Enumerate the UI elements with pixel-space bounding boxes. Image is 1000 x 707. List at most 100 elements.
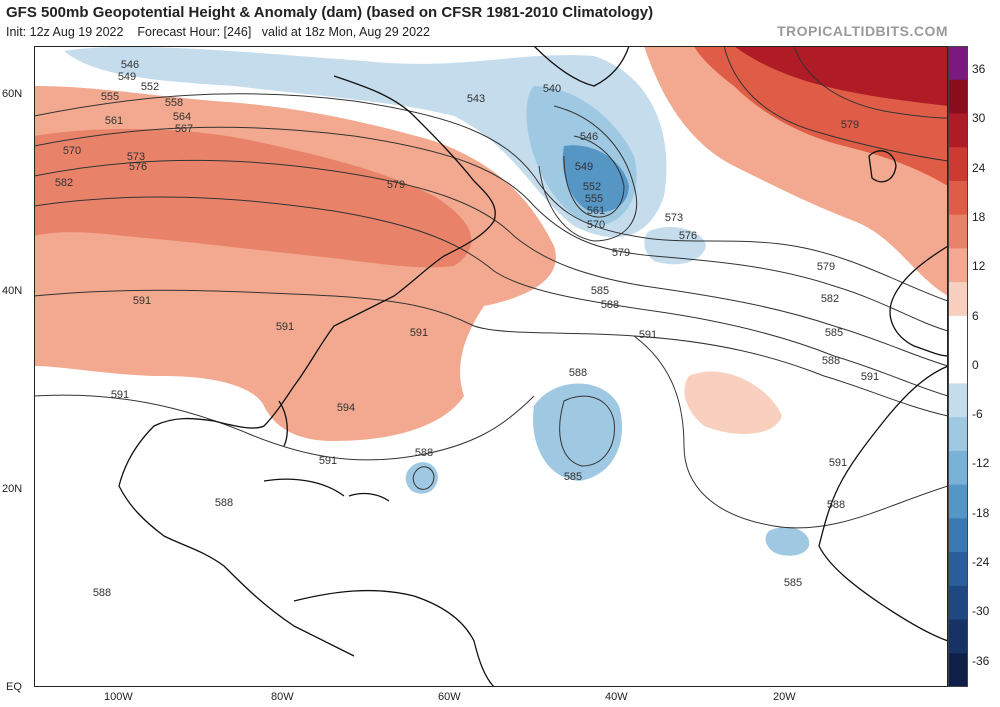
land-outlines (118, 46, 948, 687)
positive-anomaly-mid-atlantic (684, 371, 782, 435)
colorbar-swatch (948, 180, 968, 216)
svg-text:588: 588 (822, 355, 840, 367)
florida (278, 400, 288, 447)
colorbar-swatch (948, 147, 968, 182)
contour-label: 552 (141, 81, 159, 93)
negative-anomaly-small-3 (765, 526, 810, 556)
colorbar-tick-label: -12 (972, 456, 990, 471)
svg-text:579: 579 (612, 247, 630, 259)
chart-subtitle: Init: 12z Aug 19 2022 Forecast Hour: [24… (6, 25, 430, 39)
colorbar-swatch (948, 282, 968, 317)
contour-label: 558 (165, 97, 183, 109)
cuba (263, 478, 345, 497)
contour-value-labels: 546 549 552 555 558 561 564 567 570 573 … (55, 59, 879, 599)
colorbar-swatch (948, 450, 968, 486)
colorbar-swatch (948, 349, 968, 384)
colorbar-swatch (948, 518, 968, 553)
svg-text:549: 549 (575, 161, 593, 173)
contour-label: 540 (543, 83, 561, 95)
colorbar-tick-label: -36 (972, 653, 990, 668)
contour-label: 585 (591, 285, 609, 297)
colorbar-tick-label: 12 (972, 259, 986, 274)
svg-text:579: 579 (841, 119, 859, 131)
svg-text:588: 588 (569, 367, 587, 379)
positive-anomaly-europe-max (734, 46, 948, 106)
svg-text:591: 591 (111, 389, 129, 401)
svg-text:591: 591 (276, 321, 294, 333)
contour-label: 543 (467, 93, 485, 105)
svg-text:591: 591 (410, 327, 428, 339)
colorbar-tick-label: -18 (972, 505, 990, 520)
colorbar-swatch (948, 653, 968, 687)
greenland (533, 46, 630, 87)
negative-anomaly-north (64, 46, 667, 238)
svg-text:573: 573 (665, 212, 683, 224)
colorbar-swatch (948, 552, 968, 587)
svg-text:588: 588 (93, 587, 111, 599)
contour-label: 564 (173, 111, 191, 123)
iberia-coast (889, 245, 948, 357)
anomaly-map: 546 549 552 555 558 561 564 567 570 573 … (34, 46, 948, 687)
contour-label: 567 (175, 123, 193, 135)
contour-label: 594 (337, 402, 355, 414)
chart-title: GFS 500mb Geopotential Height & Anomaly … (6, 4, 654, 21)
colorbar-swatch (948, 214, 968, 249)
positive-anomaly-na-strong (34, 129, 472, 268)
colorbar-swatch (948, 79, 968, 114)
svg-text:555: 555 (585, 193, 603, 205)
svg-text:576: 576 (679, 230, 697, 242)
colorbar-swatch (948, 248, 968, 283)
lat-lon-frame (34, 46, 948, 687)
colorbar-tick-label: -6 (972, 407, 983, 422)
svg-text:591: 591 (861, 371, 879, 383)
svg-text:546: 546 (580, 131, 598, 143)
colorbar-tick-label: 36 (972, 62, 986, 76)
colorbar-swatch (948, 46, 968, 81)
contour-label: 582 (55, 177, 73, 189)
colorbar-swatch (948, 113, 968, 148)
contour-label: 573 (127, 151, 145, 163)
positive-anomaly-gulf (264, 343, 451, 422)
colorbar-tick-label: 0 (972, 357, 979, 372)
contour-label: 555 (101, 91, 119, 103)
colorbar (948, 46, 968, 687)
lat-label: 20N (2, 483, 23, 495)
negative-anomaly-core (562, 145, 629, 213)
colorbar-tick-label: -30 (972, 604, 990, 619)
init-time: Init: 12z Aug 19 2022 (6, 25, 124, 39)
lon-label: 20W (773, 691, 796, 703)
svg-text:561: 561 (587, 205, 605, 217)
svg-text:591: 591 (639, 329, 657, 341)
colorbar-swatch (948, 383, 968, 418)
contour-label: 579 (387, 179, 405, 191)
svg-text:585: 585 (784, 577, 802, 589)
british-isles (868, 150, 897, 183)
negative-anomaly-small-2 (644, 226, 706, 265)
colorbar-swatch (948, 585, 968, 621)
hispaniola (348, 492, 390, 502)
lat-label: EQ (6, 681, 22, 693)
lon-label: 100W (104, 691, 133, 703)
svg-text:588: 588 (827, 499, 845, 511)
lat-label: 60N (2, 88, 23, 100)
svg-text:552: 552 (583, 181, 601, 193)
south-america-coast (293, 589, 495, 687)
height-contours (34, 46, 948, 529)
valid-time: valid at 18z Mon, Aug 29 2022 (261, 25, 430, 39)
anomaly-fills (34, 46, 948, 556)
colorbar-border (948, 46, 968, 687)
svg-text:588: 588 (415, 447, 433, 459)
forecast-hour: Forecast Hour: [246] (137, 25, 252, 39)
colorbar-tick-label: 30 (972, 111, 986, 126)
colorbar-swatch (948, 619, 968, 654)
colorbar-swatch (948, 315, 968, 351)
colorbar-tick-label: 24 (972, 160, 986, 175)
brand-watermark: TROPICALTIDBITS.COM (776, 23, 948, 39)
svg-text:588: 588 (215, 497, 233, 509)
svg-text:579: 579 (817, 261, 835, 273)
contour-label: 546 (121, 59, 139, 71)
svg-text:585: 585 (564, 471, 582, 483)
svg-text:591: 591 (319, 455, 337, 467)
svg-text:585: 585 (825, 327, 843, 339)
contour-label: 576 (129, 161, 147, 173)
